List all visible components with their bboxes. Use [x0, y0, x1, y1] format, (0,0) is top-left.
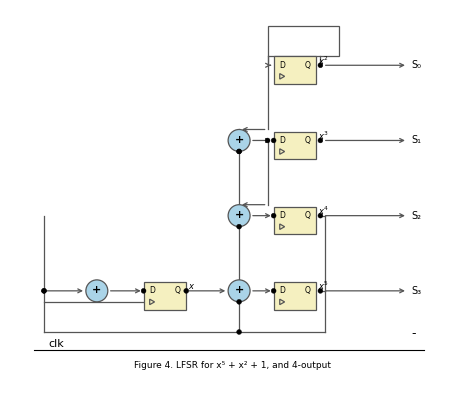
Circle shape: [86, 280, 108, 302]
Text: D: D: [279, 211, 285, 220]
Text: -: -: [412, 328, 416, 341]
Bar: [144, 282, 186, 310]
Circle shape: [237, 149, 241, 154]
Circle shape: [271, 213, 276, 218]
Text: Q: Q: [305, 211, 311, 220]
Text: S₀: S₀: [411, 60, 421, 70]
Bar: [274, 207, 316, 234]
Circle shape: [265, 138, 270, 143]
Circle shape: [228, 280, 250, 302]
Circle shape: [271, 288, 276, 293]
Text: Q: Q: [305, 286, 311, 295]
Text: $x^2$: $x^2$: [318, 54, 329, 67]
Circle shape: [41, 288, 47, 293]
Circle shape: [237, 224, 241, 229]
Circle shape: [228, 205, 250, 227]
Text: +: +: [234, 210, 244, 220]
Bar: [274, 56, 316, 84]
Circle shape: [237, 149, 241, 154]
Text: D: D: [279, 136, 285, 145]
Text: Q: Q: [305, 61, 311, 70]
Circle shape: [141, 288, 146, 293]
Circle shape: [318, 63, 323, 68]
Circle shape: [184, 288, 189, 293]
Circle shape: [237, 330, 241, 335]
Text: Figure 4. LFSR for x⁵ + x² + 1, and 4-output: Figure 4. LFSR for x⁵ + x² + 1, and 4-ou…: [135, 361, 331, 370]
Circle shape: [318, 138, 323, 143]
Text: +: +: [234, 135, 244, 145]
Circle shape: [237, 300, 241, 304]
Circle shape: [318, 288, 323, 293]
Text: S₃: S₃: [411, 286, 421, 296]
Bar: [274, 282, 316, 310]
Circle shape: [318, 213, 323, 218]
Text: S₁: S₁: [411, 136, 421, 145]
Text: +: +: [234, 285, 244, 295]
Text: D: D: [279, 286, 285, 295]
Text: D: D: [279, 61, 285, 70]
Text: $x^5$: $x^5$: [318, 280, 329, 293]
Text: clk: clk: [48, 339, 64, 349]
Bar: [274, 131, 316, 159]
Circle shape: [271, 138, 276, 143]
Text: Q: Q: [305, 136, 311, 145]
Text: $x$: $x$: [188, 282, 196, 290]
Bar: [267, 26, 339, 56]
Text: +: +: [92, 285, 102, 295]
Text: D: D: [149, 286, 155, 295]
Text: $x^3$: $x^3$: [318, 129, 329, 142]
Text: S₂: S₂: [411, 211, 421, 221]
Circle shape: [41, 288, 47, 293]
Circle shape: [228, 129, 250, 152]
Text: Q: Q: [175, 286, 181, 295]
Text: $x^4$: $x^4$: [318, 205, 329, 217]
